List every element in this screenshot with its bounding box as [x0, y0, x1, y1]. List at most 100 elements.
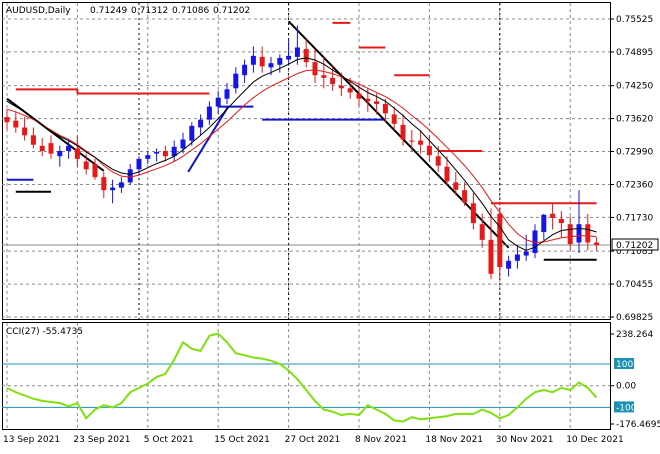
candle-bear	[558, 218, 564, 224]
candle-bull	[198, 119, 204, 128]
candle-bear	[30, 135, 36, 145]
date-label: 5 Oct 2021	[144, 435, 194, 445]
candle-bull	[145, 155, 151, 159]
candle-bear	[435, 156, 441, 166]
cci-tick-label: 0.00	[616, 382, 636, 392]
price-tick-label: 0.74895	[616, 48, 653, 58]
candle-bear	[382, 103, 388, 114]
candle-bull	[514, 254, 520, 261]
candle-bull	[224, 89, 230, 99]
cci-level-tag	[614, 358, 634, 370]
candle-bear	[303, 49, 309, 63]
candle-bull	[110, 187, 116, 191]
cci-tick-label: 100	[616, 360, 633, 370]
cci-tick-label: -176.4695	[616, 420, 660, 430]
candle-bull	[294, 47, 300, 57]
date-label: 15 Oct 2021	[214, 435, 270, 445]
candle-bull	[206, 106, 212, 120]
candle-bear	[356, 93, 362, 99]
candle-bear	[321, 75, 327, 78]
cci-line-group	[6, 332, 598, 423]
candle-bear	[13, 120, 19, 128]
candle-bear	[365, 98, 371, 102]
cci-line	[6, 332, 598, 423]
candle-bear	[347, 88, 353, 93]
ohlc-low: 0.71086	[172, 6, 209, 16]
candle-bear	[48, 143, 54, 154]
price-tick-label: 0.75525	[616, 15, 653, 25]
candle-bull	[250, 55, 256, 65]
cci-level-tag	[614, 401, 634, 413]
candle-bull	[127, 169, 133, 183]
cci-tick-label: 238.264	[616, 330, 653, 340]
current-price-label: 0.71202	[616, 241, 653, 251]
axes: 0.75525 0.74895 0.74250 0.73620 0.72990 0.723…	[3, 15, 660, 445]
candle-bull	[268, 63, 274, 68]
candle-bear	[418, 140, 424, 145]
date-label: 27 Oct 2021	[285, 435, 341, 445]
candle-bear	[162, 151, 168, 157]
candle-bear	[39, 145, 45, 152]
candle-bear	[101, 177, 107, 191]
candle-bear	[338, 85, 344, 89]
candle-bear	[444, 166, 450, 182]
candle-bear	[497, 213, 503, 268]
candle-bear	[594, 242, 600, 246]
cci-tick-label: -100	[616, 403, 637, 413]
candle-bear	[462, 190, 468, 203]
candle-bear	[22, 127, 28, 136]
date-label: 13 Sep 2021	[3, 435, 60, 445]
price-tick-label: 0.69825	[616, 313, 653, 323]
candle-bear	[479, 224, 485, 240]
candle-bull	[532, 230, 538, 253]
ohlc-high: 0.71312	[131, 6, 168, 16]
candle-bull	[242, 64, 248, 76]
candle-bull	[286, 55, 292, 60]
candle-bull	[66, 145, 72, 152]
date-label: 18 Nov 2021	[425, 435, 483, 445]
candle-bull	[57, 151, 63, 157]
candle-bull	[576, 224, 582, 243]
candle-bear	[585, 224, 591, 243]
cci-panel	[2, 322, 611, 430]
candle-bear	[92, 164, 98, 178]
support-line	[187, 106, 230, 173]
candle-bear	[83, 161, 89, 170]
date-label: 23 Sep 2021	[73, 435, 130, 445]
cci-levels	[2, 363, 610, 408]
candle-bull	[180, 139, 186, 149]
candle-bear	[391, 114, 397, 124]
date-label: 30 Nov 2021	[496, 435, 554, 445]
candle-bear	[74, 148, 80, 159]
candle-bull	[523, 251, 529, 256]
cci-label: CCI(27) -55.4735	[6, 327, 83, 337]
candle-bull	[154, 152, 160, 154]
candle-bear	[312, 62, 318, 76]
candle-bull	[541, 214, 547, 233]
candle-bull	[136, 158, 142, 170]
chart-symbol: AUDUSD,Daily	[6, 6, 71, 16]
candle-bear	[567, 224, 573, 245]
candle-bull	[118, 182, 124, 188]
candle-bear	[550, 213, 556, 218]
candle-bear	[330, 77, 336, 85]
candle-bear	[259, 56, 265, 67]
candle-bear	[453, 182, 459, 190]
candle-bull	[506, 260, 512, 269]
ma-fast-line	[6, 57, 597, 251]
candle-bear	[488, 239, 494, 274]
price-tick-label: 0.71730	[616, 213, 653, 223]
moving-averages	[6, 57, 597, 251]
candle-bear	[400, 124, 406, 140]
candle-bull	[233, 73, 239, 89]
candle-bear	[374, 101, 380, 104]
date-label: 10 Dec 2021	[566, 435, 624, 445]
ohlc-open: 0.71249	[90, 6, 127, 16]
price-tick-label: 0.74250	[616, 82, 653, 92]
candle-bear	[409, 140, 415, 142]
price-tick-label: 0.71085	[616, 247, 653, 257]
candle-bear	[4, 117, 10, 123]
ohlc-close: 0.71202	[213, 6, 250, 16]
ma-slow-line	[6, 69, 597, 244]
